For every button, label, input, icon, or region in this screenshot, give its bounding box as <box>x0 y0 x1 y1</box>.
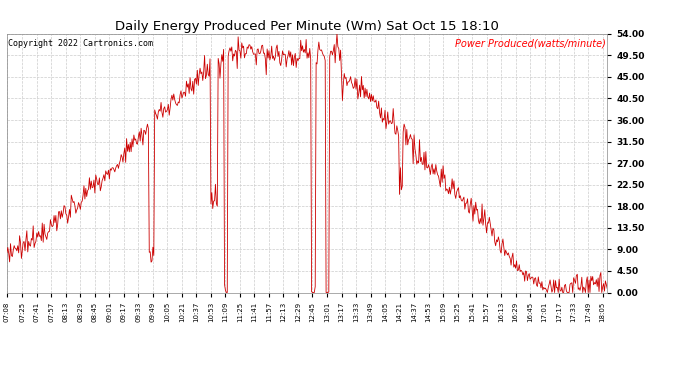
Text: Copyright 2022 Cartronics.com: Copyright 2022 Cartronics.com <box>8 39 153 48</box>
Title: Daily Energy Produced Per Minute (Wm) Sat Oct 15 18:10: Daily Energy Produced Per Minute (Wm) Sa… <box>115 20 499 33</box>
Text: Power Produced(watts/minute): Power Produced(watts/minute) <box>455 39 606 49</box>
